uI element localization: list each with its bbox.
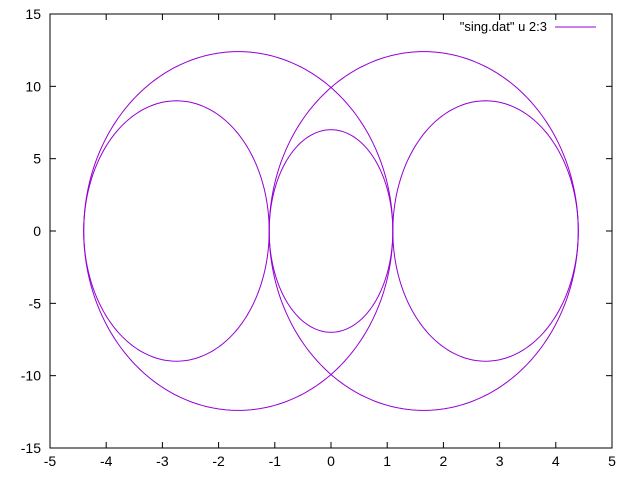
x-tick-label: -2 [212, 453, 225, 469]
legend: "sing.dat" u 2:3 [460, 19, 596, 34]
series-line [83, 51, 394, 411]
x-tick-label: 2 [440, 453, 448, 469]
series-line [83, 100, 270, 362]
x-tick-label: -1 [269, 453, 282, 469]
x-tick-label: -5 [44, 453, 57, 469]
x-tick-label: 3 [496, 453, 504, 469]
x-tick-label: -3 [156, 453, 169, 469]
y-tick-label: -10 [21, 368, 41, 384]
series-line [268, 51, 579, 411]
y-tick-label: -15 [21, 440, 41, 456]
series-line [392, 100, 579, 362]
y-tick-label: -5 [29, 295, 42, 311]
legend-label: "sing.dat" u 2:3 [460, 19, 547, 34]
axes [49, 13, 613, 449]
x-tick-label: 4 [552, 453, 560, 469]
y-tick-label: 0 [33, 223, 41, 239]
y-tick-label: 10 [25, 78, 41, 94]
x-tick-label: -4 [100, 453, 113, 469]
x-tick-label: 1 [383, 453, 391, 469]
x-tick-label: 5 [608, 453, 616, 469]
y-tick-label: 5 [33, 151, 41, 167]
x-tick-label: 0 [327, 453, 335, 469]
y-tick-label: 15 [25, 6, 41, 22]
plot-border [49, 13, 613, 449]
series-line [268, 129, 394, 333]
plot-area [83, 51, 579, 411]
